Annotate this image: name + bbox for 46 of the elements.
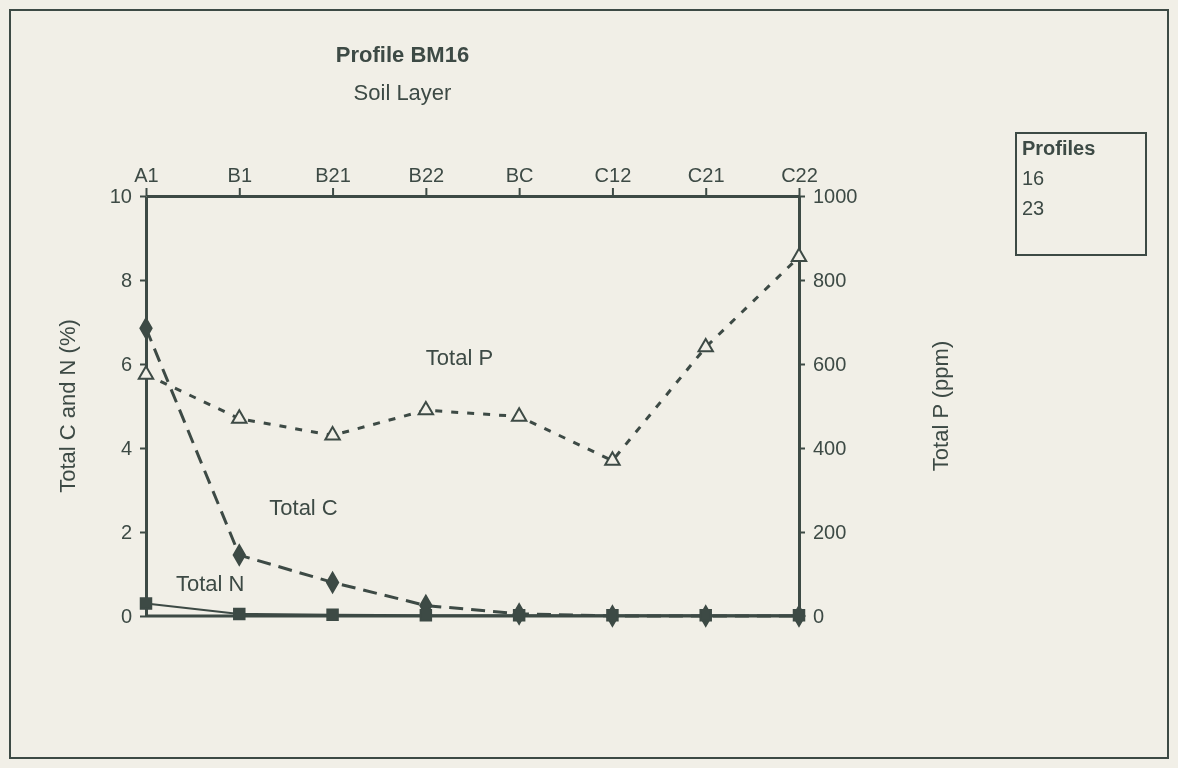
point xyxy=(231,409,248,424)
point xyxy=(604,451,621,466)
y2-axis-title: Total P (ppm) xyxy=(928,340,953,472)
y-tick-label: 8 xyxy=(120,268,132,291)
point xyxy=(324,426,341,441)
point xyxy=(419,608,433,622)
point xyxy=(790,247,808,263)
point xyxy=(697,337,714,353)
x-tick-label: C21 xyxy=(687,164,725,186)
x-tick-label: BC xyxy=(505,164,534,186)
x-tick-label: B22 xyxy=(408,164,445,186)
y-tick-label: 10 xyxy=(109,184,132,207)
y2-tick-label: 200 xyxy=(813,520,847,543)
point xyxy=(512,608,526,622)
text: Profiles xyxy=(1022,137,1096,159)
y-tick-label: 0 xyxy=(120,604,132,627)
series-label: Total P xyxy=(425,345,494,371)
x-tick-label: B1 xyxy=(227,164,253,186)
point xyxy=(510,407,528,422)
x-tick-label: C22 xyxy=(781,164,818,186)
y2-tick-label: 0 xyxy=(813,604,825,627)
x-axis-title: Soil Layer xyxy=(353,80,452,105)
series-label: Total C xyxy=(269,495,338,521)
y2-tick-label: 600 xyxy=(813,352,847,375)
x-tick-label: C12 xyxy=(594,164,632,186)
point xyxy=(326,608,339,621)
point xyxy=(233,607,246,621)
point xyxy=(699,608,712,622)
y-tick-label: 2 xyxy=(120,520,132,543)
y-tick-label: 6 xyxy=(120,352,132,375)
y2-tick-label: 800 xyxy=(813,268,847,291)
text: 16 xyxy=(1022,167,1045,189)
y-axis-title: Total C and N (%) xyxy=(55,319,80,493)
point xyxy=(139,597,153,610)
y-tick-label: 4 xyxy=(120,436,132,459)
x-tick-label: A1 xyxy=(134,164,159,186)
point xyxy=(417,400,435,416)
y2-tick-label: 400 xyxy=(813,436,847,459)
y2-tick-label: 1000 xyxy=(813,184,858,207)
series-label: Total N xyxy=(176,571,245,597)
x-tick-label: B21 xyxy=(315,164,351,186)
chart-title: Profile BM16 xyxy=(335,42,470,67)
point xyxy=(606,608,619,622)
point xyxy=(137,365,155,380)
text: 23 xyxy=(1022,197,1045,219)
point xyxy=(792,608,806,622)
